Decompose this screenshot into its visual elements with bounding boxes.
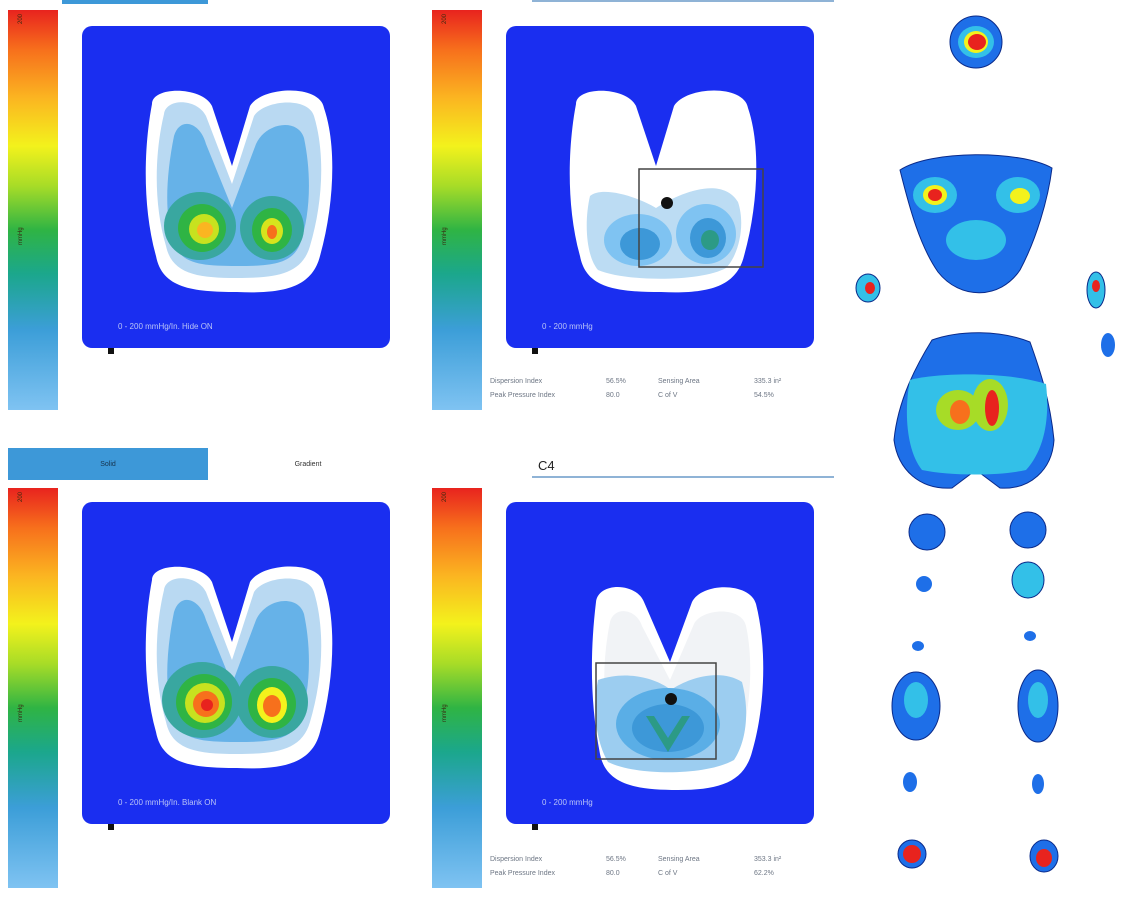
sensing-area-value: 353.3 in² bbox=[754, 856, 782, 863]
pressure-map-bottom-left: 0 - 200 mmHg/In. Blank ON bbox=[82, 502, 390, 824]
resize-handle[interactable] bbox=[108, 348, 114, 354]
section-title: C4 bbox=[538, 458, 555, 473]
colorbar-unit-label: mmHg bbox=[442, 227, 448, 245]
pressure-colorbar-top-left bbox=[8, 10, 58, 410]
cofv-label: C of V bbox=[658, 392, 678, 399]
pressure-colorbar-top-right bbox=[432, 10, 482, 410]
resize-handle[interactable] bbox=[532, 824, 538, 830]
peak-pressure-label: Peak Pressure Index bbox=[490, 870, 555, 877]
peak-pressure-value: 80.0 bbox=[606, 392, 620, 399]
colorbar-max-label: 200 bbox=[18, 491, 24, 502]
tab-gradient[interactable]: Gradient bbox=[294, 460, 322, 468]
top-right-tab-strip bbox=[532, 0, 834, 2]
cofv-label: C of V bbox=[658, 870, 678, 877]
colorbar-max-label: 200 bbox=[442, 13, 448, 24]
sensing-area-value: 335.3 in² bbox=[754, 378, 782, 385]
section-underline bbox=[532, 476, 834, 478]
pressure-colorbar-bottom-right bbox=[432, 488, 482, 888]
sensing-area-label: Sensing Area bbox=[658, 378, 700, 385]
dispersion-index-label: Dispersion Index bbox=[490, 378, 543, 385]
pressure-stats-bottom: Dispersion Index 56.5% Sensing Area 353.… bbox=[490, 854, 820, 884]
resize-handle[interactable] bbox=[108, 824, 114, 830]
tab-solid[interactable]: Solid bbox=[8, 448, 208, 480]
pressure-colorbar-bottom-left bbox=[8, 488, 58, 888]
map-caption: 0 - 200 mmHg/In. Blank ON bbox=[118, 798, 217, 807]
colorbar-unit-label: mmHg bbox=[18, 704, 24, 722]
map-caption: 0 - 200 mmHg bbox=[542, 322, 593, 331]
colorbar-max-label: 200 bbox=[18, 13, 24, 24]
dispersion-index-value: 56.5% bbox=[606, 856, 626, 863]
sensing-area-label: Sensing Area bbox=[658, 856, 700, 863]
dispersion-index-label: Dispersion Index bbox=[490, 856, 543, 863]
cofv-value: 54.5% bbox=[754, 392, 774, 399]
colorbar-max-label: 200 bbox=[442, 491, 448, 502]
cofv-value: 62.2% bbox=[754, 870, 774, 877]
colorbar-unit-label: mmHg bbox=[442, 704, 448, 722]
peak-pressure-value: 80.0 bbox=[606, 870, 620, 877]
dispersion-index-value: 56.5% bbox=[606, 378, 626, 385]
peak-pressure-label: Peak Pressure Index bbox=[490, 392, 555, 399]
pressure-map-top-right: 0 - 200 mmHg bbox=[506, 26, 814, 348]
pressure-map-bottom-right: 0 - 200 mmHg bbox=[506, 502, 814, 824]
full-body-pressure-map bbox=[855, 15, 1115, 873]
map-caption: 0 - 200 mmHg/In. Hide ON bbox=[118, 322, 213, 331]
colorbar-unit-label: mmHg bbox=[18, 227, 24, 245]
top-left-tab-strip bbox=[62, 0, 208, 4]
pressure-stats-top: Dispersion Index 56.5% Sensing Area 335.… bbox=[490, 376, 820, 406]
map-caption: 0 - 200 mmHg bbox=[542, 798, 593, 807]
pressure-map-top-left: 0 - 200 mmHg/In. Hide ON bbox=[82, 26, 390, 348]
resize-handle[interactable] bbox=[532, 348, 538, 354]
